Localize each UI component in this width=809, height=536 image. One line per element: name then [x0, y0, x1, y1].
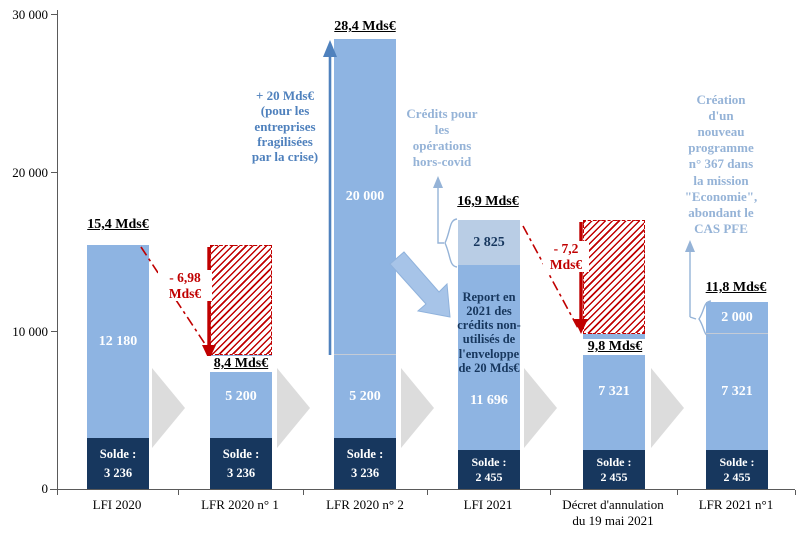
- brace-icon: [444, 218, 458, 268]
- red-decrease-arrow-1: [140, 246, 216, 360]
- bar-lfr-2020-2: 20 000 5 200 Solde : 3 236: [334, 39, 396, 489]
- bar-segment-solde: Solde : 3 236: [210, 438, 272, 489]
- x-label-lfr-2020-1: LFR 2020 n° 1: [201, 497, 279, 512]
- annotation-minus-698: - 6,98 Mds€: [158, 270, 212, 302]
- annotation-minus-72: - 7,2 Mds€: [543, 241, 589, 273]
- bar-segment-hors-covid: 2 825: [458, 220, 520, 265]
- x-label-lfi-2021: LFI 2021: [463, 497, 513, 512]
- x-tick: [178, 490, 179, 495]
- solde-label: Solde :: [596, 454, 632, 469]
- segment-value: 7 321: [598, 384, 630, 399]
- pale-arrowhead-icon: [685, 240, 695, 252]
- bar-segment-credits: 5 200: [334, 355, 396, 438]
- solde-value: 3 236: [226, 465, 256, 480]
- bar-total-label: 28,4 Mds€: [334, 19, 396, 34]
- red-decrease-arrow-2: [522, 222, 588, 334]
- segment-value: 12 180: [98, 333, 138, 349]
- report-note: Report en 2021 des crédits non- utilisés…: [457, 290, 521, 375]
- x-label-lfr-2020-2: LFR 2020 n° 2: [326, 497, 404, 512]
- solde-value: 2 455: [723, 470, 751, 484]
- segment-value: 5 200: [225, 388, 257, 404]
- segment-value: 11 696: [470, 393, 508, 408]
- bar-segment-solde: Solde : 2 455: [583, 450, 645, 489]
- x-tick: [57, 490, 58, 495]
- solde-label: Solde :: [99, 446, 137, 461]
- solde-value: 2 455: [600, 470, 628, 484]
- big-diagonal-arrow-icon: [389, 251, 451, 318]
- bar-total-label: 8,4 Mds€: [206, 356, 276, 372]
- bar-decret-annulation: 7 321 Solde : 2 455: [583, 334, 645, 489]
- solde-label: Solde :: [719, 454, 755, 469]
- bar-lfr-2021-1: 2 000 7 321 Solde : 2 455: [706, 302, 768, 489]
- x-label-lfr-2021-1: LFR 2021 n°1: [698, 497, 774, 512]
- y-axis: [57, 10, 58, 490]
- bar-total-label: 11,8 Mds€: [705, 280, 767, 295]
- solde-value: 3 236: [103, 465, 133, 480]
- x-tick: [550, 490, 551, 495]
- x-axis: [50, 489, 795, 490]
- solde-label: Solde :: [471, 454, 507, 469]
- y-tick-label: 30 000: [12, 7, 48, 22]
- pale-arrowhead-icon: [433, 176, 443, 188]
- y-tick: [51, 331, 57, 332]
- bar-segment-solde: Solde : 2 455: [458, 450, 520, 489]
- annotation-plus-20mds: + 20 Mds€ (pour les entreprises fragilis…: [251, 88, 319, 165]
- bar-segment-solde: Solde : 3 236: [87, 438, 149, 489]
- y-tick-label: 20 000: [12, 165, 48, 180]
- y-tick: [51, 172, 57, 173]
- segment-value: 7 321: [721, 384, 753, 399]
- solde-value: 3 236: [350, 465, 380, 480]
- bar-segment-programme-367: 2 000: [706, 302, 768, 334]
- x-tick: [303, 490, 304, 495]
- solde-label: Solde :: [222, 446, 260, 461]
- cancelled-credits-hatch: [210, 245, 272, 355]
- segment-value: 5 200: [349, 388, 381, 404]
- solde-value: 2 455: [475, 470, 503, 484]
- bar-lfi-2021: 2 825 Report en 2021 des crédits non- ut…: [457, 220, 521, 489]
- bar-lfr-2020-1: 5 200 Solde : 3 236: [210, 355, 272, 489]
- bar-segment-solde: Solde : 3 236: [334, 438, 396, 489]
- x-tick: [677, 490, 678, 495]
- hors-covid-connector: [433, 176, 458, 268]
- bar-segment-solde: Solde : 2 455: [706, 450, 768, 489]
- bar-lfi-2020: 12 180 Solde : 3 236: [87, 245, 149, 489]
- solde-label: Solde :: [346, 446, 384, 461]
- annotation-hors-covid: Crédits pour les opérations hors-covid: [406, 106, 478, 170]
- bar-segment-credits: 12 180: [87, 245, 149, 438]
- bar-total-label: 16,9 Mds€: [457, 194, 519, 209]
- bar-segment-plus-20mds: 20 000: [334, 39, 396, 355]
- annotation-programme-367: Création d'un nouveau programme n° 367 d…: [684, 92, 758, 236]
- x-tick: [795, 490, 796, 495]
- segment-value: 20 000: [345, 188, 385, 204]
- segment-value: 2 825: [473, 234, 505, 250]
- bar-segment-report: Report en 2021 des crédits non- utilisés…: [457, 265, 521, 450]
- bar-total-label: 15,4 Mds€: [87, 217, 149, 232]
- x-label-lfi-2020: LFI 2020: [92, 497, 142, 512]
- y-tick: [51, 14, 57, 15]
- y-tick-label: 0: [41, 481, 49, 496]
- bar-segment-credits: 7 321: [706, 334, 768, 450]
- y-tick: [51, 489, 57, 490]
- x-tick: [427, 490, 428, 495]
- cancelled-credits-hatch: [583, 220, 645, 334]
- segment-value: 2 000: [721, 309, 753, 325]
- y-tick-label: 10 000: [12, 324, 48, 339]
- bar-total-label: 9,8 Mds€: [581, 339, 649, 355]
- x-label-decret: Décret d'annulation du 19 mai 2021: [562, 497, 664, 529]
